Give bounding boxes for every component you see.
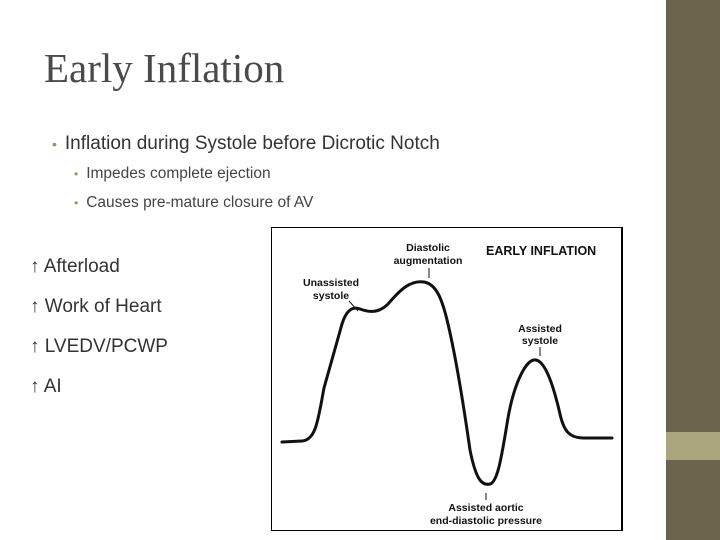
bullet-dot-icon: •: [52, 136, 57, 152]
effect-item: ↑ Afterload: [30, 256, 120, 277]
label-aortic-line1: Assisted aortic: [448, 502, 523, 514]
slide-title: Early Inflation: [44, 45, 285, 91]
label-unassisted-line1: Unassisted: [303, 277, 359, 289]
waveform-svg: EARLY INFLATION Diastolic augmentation U…: [280, 242, 614, 527]
figure-heading: EARLY INFLATION: [486, 244, 596, 258]
sub-bullet: • Impedes complete ejection: [74, 165, 271, 183]
label-unassisted-line2: systole: [313, 290, 349, 302]
main-bullet-text: Inflation during Systole before Dicrotic…: [64, 133, 440, 154]
effect-item: ↑ Work of Heart: [30, 296, 162, 317]
label-diastolic-line2: augmentation: [394, 255, 463, 267]
bullet-dot-icon: •: [74, 167, 79, 181]
label-aortic-line2: end-diastolic pressure: [430, 515, 542, 527]
sub-bullet-text: Causes pre-mature closure of AV: [86, 194, 314, 211]
sidebar-accent: [666, 432, 720, 460]
sidebar-top: [666, 0, 720, 432]
label-assisted-line2: systole: [522, 335, 558, 347]
effect-item: ↑ LVEDV/PCWP: [30, 336, 168, 357]
label-assisted-line1: Assisted: [518, 323, 562, 335]
waveform-figure: EARLY INFLATION Diastolic augmentation U…: [271, 227, 623, 531]
label-diastolic-line1: Diastolic: [406, 242, 450, 254]
main-bullet: • Inflation during Systole before Dicroti…: [52, 133, 440, 155]
sidebar-bottom: [666, 460, 720, 540]
pressure-waveform: [280, 280, 614, 486]
effect-item: ↑ AI: [30, 376, 62, 397]
bullet-dot-icon: •: [74, 196, 79, 210]
sub-bullet: • Causes pre-mature closure of AV: [74, 194, 313, 212]
sub-bullet-text: Impedes complete ejection: [86, 165, 271, 182]
